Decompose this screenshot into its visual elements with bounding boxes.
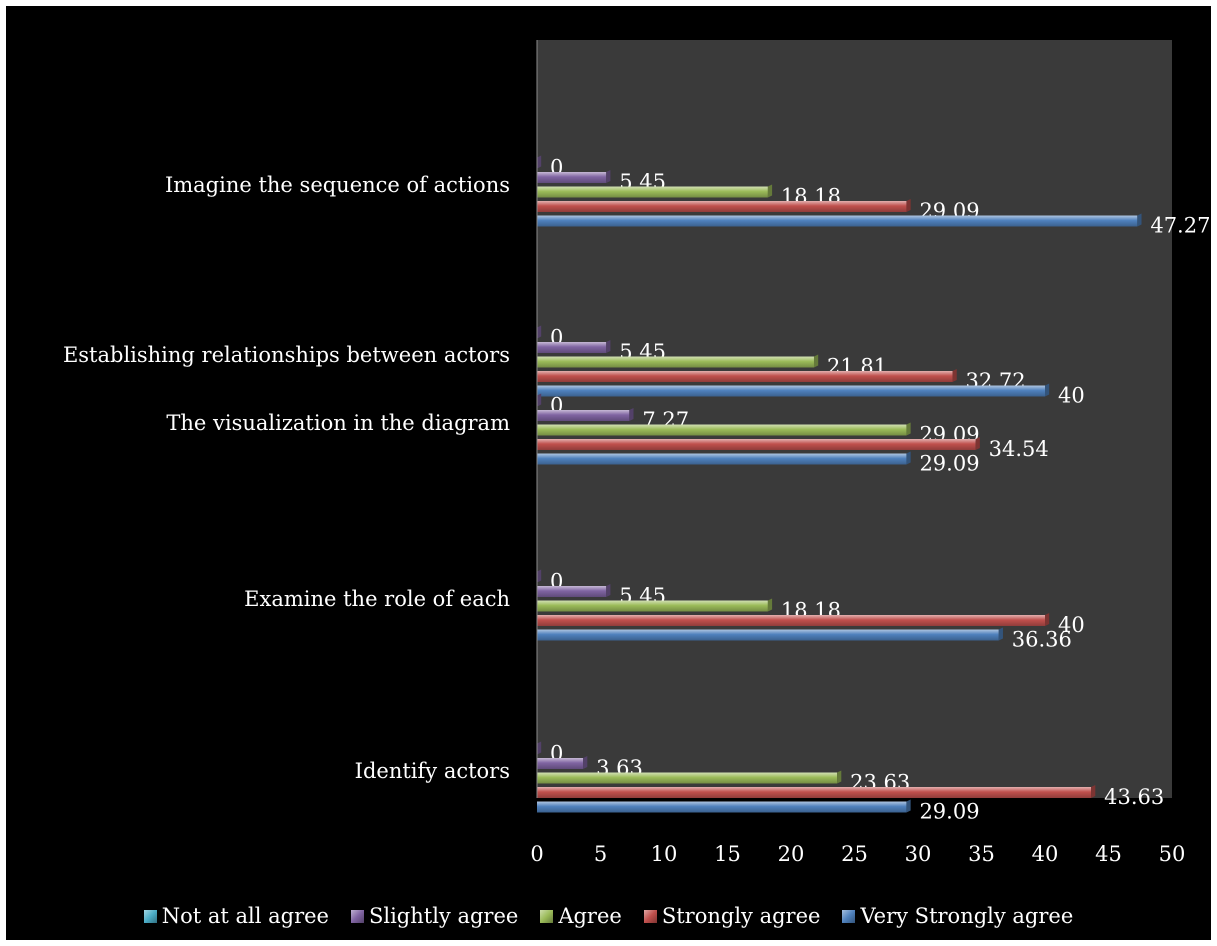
data-label: 29.09 — [919, 452, 979, 476]
bar-cap — [606, 340, 611, 353]
bar — [537, 186, 768, 198]
bar-cap — [906, 422, 911, 436]
bar-cap — [813, 354, 819, 368]
category-label: Imagine the sequence of actions — [165, 173, 510, 197]
x-tick-label: 50 — [1159, 842, 1186, 866]
bar-cap — [606, 170, 611, 183]
bar-cap — [537, 325, 542, 339]
bar — [537, 453, 907, 465]
legend-item: Strongly agree — [643, 904, 821, 928]
x-tick-label: 45 — [1095, 842, 1122, 866]
bar — [537, 772, 838, 784]
x-tick-label: 30 — [905, 842, 932, 866]
bar-cap — [906, 451, 911, 465]
bar-cap — [583, 756, 588, 769]
bar — [537, 615, 1045, 626]
legend-label: Very Strongly agree — [860, 904, 1074, 928]
plot-area — [537, 40, 1172, 798]
data-label: 47.27 — [1150, 214, 1210, 238]
x-tick-label: 10 — [651, 842, 678, 866]
data-label: 36.36 — [1012, 628, 1072, 652]
bar-cap — [906, 199, 911, 212]
data-label: 43.63 — [1104, 785, 1164, 809]
bar — [537, 629, 999, 641]
x-tick-label: 0 — [530, 842, 543, 866]
legend-swatch — [540, 909, 554, 923]
x-tick-label: 20 — [778, 842, 805, 866]
x-tick-label: 15 — [714, 842, 741, 866]
bar-cap — [1137, 213, 1142, 227]
x-tick-label: 5 — [594, 842, 607, 866]
bar — [537, 410, 630, 421]
legend-item: Very Strongly agree — [842, 904, 1073, 928]
bar-cap — [952, 369, 957, 382]
chart-frame: 0 5.45 18.18 29.09 47.27 Imagine the sequence… — [6, 6, 1211, 940]
data-label: 40 — [1058, 613, 1085, 637]
bar — [537, 201, 907, 212]
bar — [537, 215, 1138, 227]
bar-cap — [537, 393, 542, 407]
legend: Not at all agree Slightly agree Agree Stron… — [6, 900, 1211, 932]
bar-cap — [537, 569, 542, 583]
legend-label: Agree — [558, 904, 622, 928]
bar-cap — [906, 799, 911, 813]
bar-cap — [837, 770, 842, 784]
bar — [537, 424, 907, 436]
bar-cap — [1045, 613, 1050, 626]
legend-swatch — [350, 909, 364, 923]
data-label: 29.09 — [919, 800, 979, 824]
bar — [537, 356, 814, 368]
bar-cap — [537, 155, 542, 169]
legend-label: Strongly agree — [661, 904, 821, 928]
bar — [537, 801, 907, 813]
legend-item: Slightly agree — [350, 904, 519, 928]
bar-cap — [606, 584, 611, 597]
bar-cap — [767, 598, 773, 612]
bar — [537, 586, 607, 597]
bar-cap — [975, 437, 980, 450]
bar — [537, 385, 1045, 397]
bar-cap — [1091, 785, 1096, 798]
legend-swatch — [143, 909, 157, 923]
bar — [537, 439, 976, 450]
x-tick-label: 40 — [1032, 842, 1059, 866]
x-tick-label: 25 — [841, 842, 868, 866]
legend-label: Not at all agree — [161, 904, 329, 928]
bar-cap — [537, 741, 542, 755]
bar-cap — [1045, 383, 1050, 397]
bar-cap — [998, 627, 1003, 641]
bar — [537, 787, 1092, 798]
bar — [537, 371, 953, 382]
legend-item: Agree — [540, 904, 622, 928]
bar-cap — [629, 408, 634, 421]
bar — [537, 172, 607, 183]
bar-cap — [767, 184, 773, 198]
legend-swatch — [643, 909, 657, 923]
category-label: The visualization in the diagram — [166, 411, 510, 435]
legend-label: Slightly agree — [368, 904, 519, 928]
x-tick-label: 35 — [968, 842, 995, 866]
bar — [537, 342, 607, 353]
data-label: 40 — [1058, 384, 1085, 408]
data-label: 34.54 — [989, 437, 1049, 461]
legend-swatch — [842, 909, 856, 923]
bar — [537, 758, 584, 769]
bar — [537, 600, 768, 612]
category-label: Examine the role of each — [244, 587, 510, 611]
legend-item: Not at all agree — [143, 904, 329, 928]
category-label: Establishing relationships between actor… — [63, 343, 510, 367]
category-label: Identify actors — [355, 759, 510, 783]
